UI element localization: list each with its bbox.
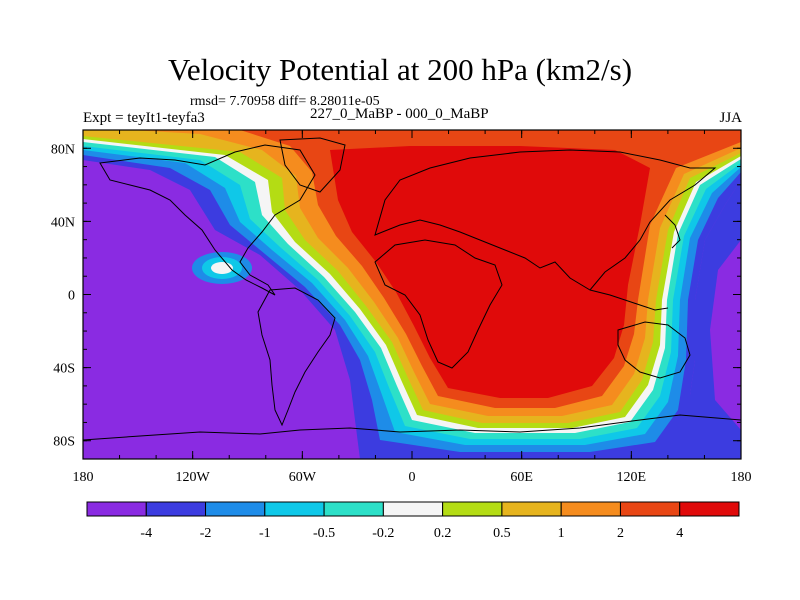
colorbar-label: 1 [558, 526, 565, 541]
coast-africa [374, 239, 503, 369]
colorbar: -4 -2 -1 -0.5 -0.2 0.2 0.5 1 2 4 [86, 501, 740, 541]
lat-label: 80N [51, 142, 75, 157]
colorbar-swatch [382, 501, 444, 517]
lon-label: 0 [409, 470, 416, 485]
difference-label: 227_0_MaBP - 000_0_MaBP [310, 106, 489, 122]
season-label: JJA [719, 110, 742, 126]
colorbar-label: 4 [676, 526, 683, 541]
lon-label: 120E [617, 470, 647, 485]
lon-label: 60E [510, 470, 533, 485]
colorbar-label: 0.5 [493, 526, 511, 541]
lon-label: 60W [289, 470, 317, 485]
colorbar-swatch [501, 501, 562, 517]
colorbar-swatch [442, 501, 503, 517]
colorbar-swatch [323, 501, 384, 517]
coast-indonesia [589, 289, 669, 311]
wpac-core [710, 240, 741, 430]
coast-south-america [257, 287, 336, 427]
colorbar-label: -4 [140, 526, 152, 541]
latitude-axis: 80N 40N 0 40S 80S [51, 129, 741, 460]
coast-antarctica [83, 414, 741, 441]
lat-label: 0 [68, 289, 75, 304]
longitude-axis: 180 120W 60W 0 60E 120E 180 [73, 130, 752, 485]
lat-label: 80S [53, 435, 75, 450]
stats-label: rmsd= 7.70958 diff= 8.28011e-05 [190, 94, 380, 109]
lon-label: 180 [731, 470, 752, 485]
plot-title: Velocity Potential at 200 hPa (km2/s) [167, 52, 633, 87]
colorbar-label: -2 [200, 526, 212, 541]
colorbar-label: -0.5 [313, 526, 335, 541]
lon-label: 120W [176, 470, 211, 485]
coast-eurasia [374, 149, 717, 291]
colorbar-label: -0.2 [372, 526, 394, 541]
coastlines [83, 137, 741, 441]
colorbar-swatch [86, 501, 147, 517]
lat-label: 40S [53, 362, 75, 377]
colorbar-swatch [560, 501, 621, 517]
coast-greenland [279, 137, 346, 193]
colorbar-label: -1 [259, 526, 271, 541]
lon-label: 180 [73, 470, 94, 485]
coast-japan [664, 214, 681, 249]
colorbar-label: 0.2 [434, 526, 452, 541]
coast-australia [617, 321, 691, 379]
colorbar-label: 2 [617, 526, 624, 541]
colorbar-swatch [264, 501, 325, 517]
colorbar-swatch [145, 501, 207, 517]
contour-field [83, 130, 741, 459]
colorbar-swatch [205, 501, 266, 517]
experiment-label: Expt = teyIt1-teyfa3 [83, 110, 205, 126]
band-4 [330, 146, 650, 398]
lat-label: 40N [51, 215, 75, 230]
coast-north-america [99, 144, 316, 296]
colorbar-swatch [619, 501, 681, 517]
colorbar-swatch [679, 501, 740, 517]
